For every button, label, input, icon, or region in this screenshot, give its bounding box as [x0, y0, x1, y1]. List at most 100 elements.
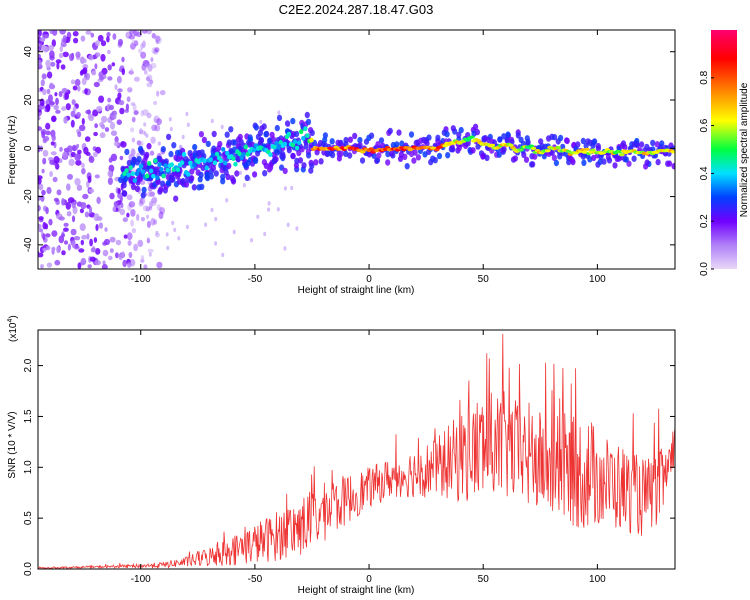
ridge-halo [575, 141, 581, 148]
ridge-halo [538, 138, 544, 145]
ridge-halo [156, 155, 162, 162]
noise-dot [185, 224, 189, 230]
noise-dot [143, 60, 150, 68]
noise-dot [95, 40, 100, 46]
ridge-halo [666, 160, 673, 167]
snr-panel: -100 -50 0 50 100 0.0 0.5 1.0 1.5 2.0 Height of … [7, 315, 676, 596]
ridge-halo [301, 162, 307, 169]
noise-dot [185, 111, 189, 117]
ridge-halo [399, 140, 405, 147]
noise-dot [73, 236, 81, 241]
colorbar-tick-label: 0.6 [699, 118, 710, 132]
noise-dot [39, 37, 46, 42]
noise-dot [129, 30, 134, 36]
noise-dot [156, 90, 160, 97]
ridge-halo [456, 131, 462, 138]
ridge-halo [639, 141, 645, 148]
ridge-core [309, 137, 314, 143]
colorbar-tick-label: 0.4 [699, 166, 710, 180]
noise-dot [119, 107, 125, 115]
ridge-core [294, 145, 300, 151]
noise-dot [140, 51, 147, 59]
noise-dot [142, 40, 146, 48]
noise-dot [83, 58, 87, 64]
ridge-core [165, 167, 170, 173]
noise-dot [131, 116, 136, 123]
noise-dot [151, 124, 158, 132]
noise-dot [59, 146, 63, 152]
ridge-core [272, 144, 277, 150]
ridge-halo [595, 142, 601, 150]
noise-dot [156, 118, 162, 125]
ridge-halo [244, 174, 250, 181]
snr-y-ticks: 0.0 0.5 1.0 1.5 2.0 [23, 358, 675, 576]
ridge-core [305, 133, 310, 139]
noise-dot [41, 73, 47, 80]
ridge-halo [253, 124, 259, 131]
ridge-halo [266, 143, 272, 150]
ridge-halo [378, 137, 385, 144]
noise-dot [169, 126, 173, 132]
noise-dot [286, 222, 290, 227]
ridge-halo [280, 153, 286, 160]
noise-dot [283, 186, 287, 191]
ridge-core [157, 162, 162, 168]
noise-dot [150, 62, 157, 69]
noise-dot [79, 124, 86, 132]
y-tick-label: 20 [23, 94, 34, 106]
noise-dot [277, 110, 281, 115]
noise-dot [107, 97, 112, 103]
noise-dot [67, 197, 75, 204]
noise-dot [140, 110, 144, 117]
ridge-halo [521, 151, 527, 158]
ridge-core [582, 150, 588, 154]
ridge-halo [505, 131, 511, 138]
ridge-core [144, 173, 150, 179]
noise-dot [42, 34, 49, 39]
noise-dot [150, 201, 157, 206]
noise-dot [112, 206, 117, 213]
snr-series-line [38, 333, 675, 569]
noise-dot [68, 158, 75, 166]
ridge-core [153, 158, 158, 164]
noise-dot [63, 116, 68, 124]
noise-dot [290, 185, 294, 191]
ridge-core [130, 171, 135, 177]
noise-dot [123, 234, 128, 239]
noise-dot [106, 35, 110, 43]
ridge-halo [304, 111, 310, 119]
noise-dot [232, 229, 236, 235]
noise-dot [136, 140, 142, 146]
ridge-halo [583, 142, 589, 150]
noise-dot [49, 50, 55, 59]
noise-dot [49, 101, 55, 106]
ridge-core [223, 160, 228, 166]
ridge-halo [305, 118, 312, 126]
ridge-halo [343, 136, 349, 144]
ridge-halo [201, 136, 207, 144]
noise-dot [85, 30, 92, 35]
ridge-halo [262, 170, 268, 177]
noise-dot [62, 151, 68, 160]
noise-dot [99, 132, 106, 139]
snr-scale-label: (x104) [7, 315, 19, 342]
noise-dot [76, 184, 83, 191]
noise-dot [104, 127, 110, 132]
ridge-core [530, 146, 537, 150]
ridge-halo [551, 154, 558, 161]
noise-dot [53, 156, 60, 164]
noise-dot [128, 70, 134, 75]
noise-dot [112, 33, 117, 40]
noise-dot [121, 68, 126, 76]
ridge-halo [402, 153, 408, 160]
noise-dot [127, 262, 132, 268]
noise-dot [100, 40, 107, 47]
ridge-halo [297, 157, 304, 164]
noise-dot [137, 239, 144, 247]
ridge-core [175, 167, 181, 173]
ridge-halo [142, 157, 148, 164]
x-tick-label: 50 [478, 274, 490, 285]
ridge-core [126, 172, 131, 178]
ridge-halo [192, 143, 198, 151]
noise-dot [84, 211, 90, 218]
